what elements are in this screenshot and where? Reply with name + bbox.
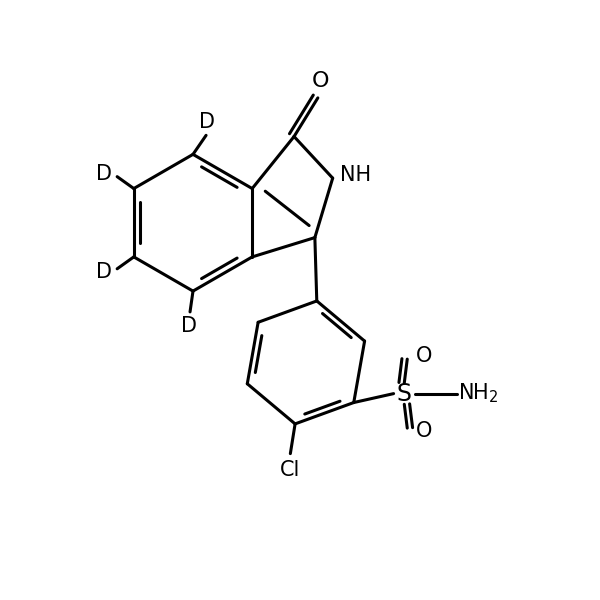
Text: O: O [312,71,329,91]
Text: D: D [96,164,112,184]
Text: O: O [416,421,432,441]
Text: S: S [397,382,412,406]
Text: D: D [96,262,112,282]
Text: D: D [181,316,197,335]
Text: O: O [416,346,432,366]
Text: D: D [199,112,215,132]
Text: NH: NH [340,165,371,185]
Text: NH$_2$: NH$_2$ [458,382,499,406]
Text: Cl: Cl [280,460,301,480]
